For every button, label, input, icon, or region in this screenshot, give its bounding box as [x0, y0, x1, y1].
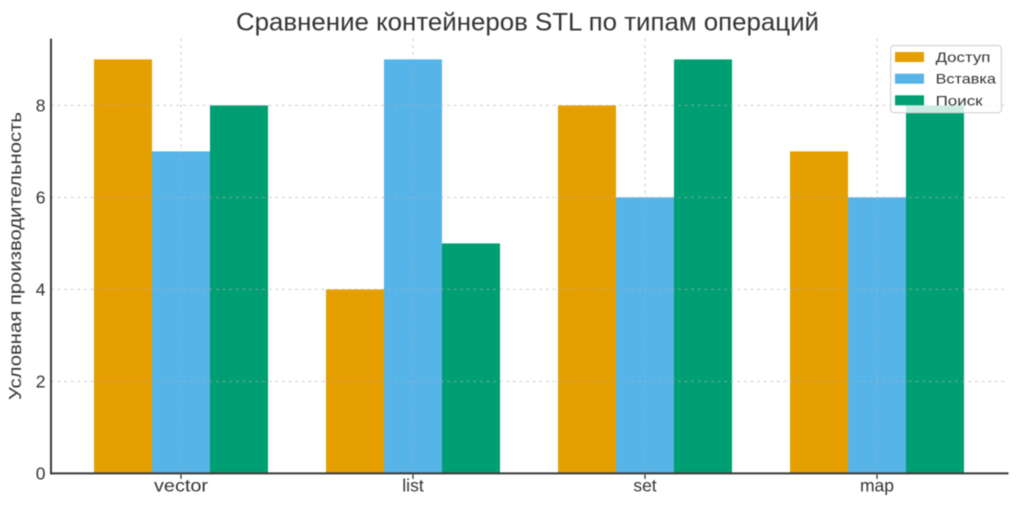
svg-text:set: set: [633, 476, 656, 496]
svg-text:8: 8: [36, 96, 46, 116]
svg-text:4: 4: [36, 280, 46, 300]
svg-text:Доступ: Доступ: [936, 49, 991, 65]
svg-text:map: map: [860, 476, 894, 496]
svg-text:Вставка: Вставка: [936, 71, 997, 87]
svg-text:6: 6: [36, 188, 46, 208]
svg-text:Поиск: Поиск: [936, 92, 984, 108]
svg-text:list: list: [402, 476, 424, 496]
svg-text:0: 0: [36, 464, 46, 484]
svg-text:Сравнение контейнеров STL по т: Сравнение контейнеров STL по типам опера…: [236, 9, 819, 37]
svg-text:Условная производительность: Условная производительность: [5, 112, 25, 400]
svg-text:2: 2: [36, 372, 46, 392]
svg-text:vector: vector: [154, 476, 208, 496]
